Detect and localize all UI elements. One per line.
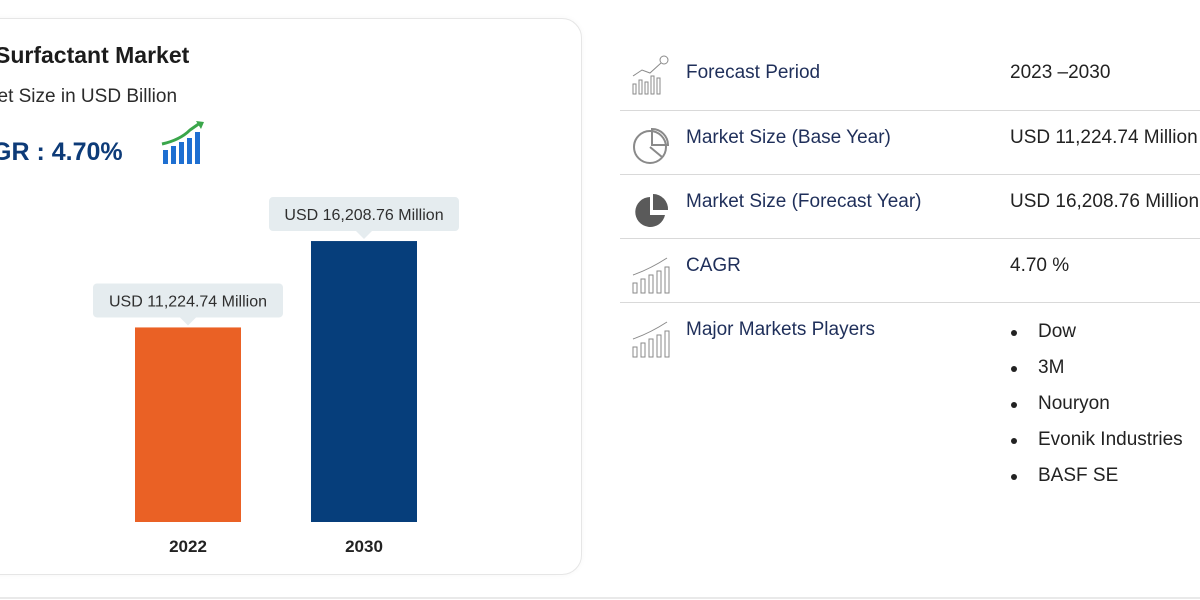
summary-table: Forecast Period 2023 –2030 Market Size (…: [620, 40, 1200, 493]
growth-arrow-icon: [161, 121, 204, 164]
row-label: CAGR: [686, 255, 741, 276]
x-tick-label: 2030: [345, 537, 383, 556]
cagr-value: GR : 4.70%: [0, 138, 123, 166]
table-row-players: Major Markets Players Dow 3M Nouryon Evo…: [620, 303, 1200, 493]
row-value: 2023 –2030: [1010, 62, 1111, 83]
data-label: USD 16,208.76 Million: [284, 207, 443, 224]
pie-chart-filled-icon: [635, 193, 669, 227]
data-label-pointer: [356, 231, 372, 240]
list-item: BASF SE: [1010, 465, 1183, 501]
row-label: Major Markets Players: [686, 319, 875, 340]
row-label: Forecast Period: [686, 62, 821, 83]
row-value: USD 16,208.76 Million: [1010, 191, 1200, 212]
table-row-base-year: Market Size (Base Year) USD 11,224.74 Mi…: [620, 111, 1200, 175]
bar-2022: [135, 327, 241, 522]
list-item: Evonik Industries: [1010, 429, 1183, 465]
data-label-box: [269, 197, 459, 232]
data-label-box: [93, 283, 283, 318]
divider: [0, 597, 1200, 599]
x-tick-label: 2022: [169, 537, 207, 556]
bar-chart-icon: [632, 55, 669, 95]
table-row-forecast-period: Forecast Period 2023 –2030: [620, 40, 1200, 111]
bar-chart: USD 11,224.74 Million 2022 USD 16,208.76 M…: [93, 197, 459, 556]
list-item: Dow: [1010, 321, 1183, 357]
row-value: 4.70 %: [1010, 255, 1070, 276]
chart-title: Surfactant Market: [0, 42, 190, 68]
growth-chart-icon: [632, 257, 670, 294]
list-item: 3M: [1010, 357, 1183, 393]
growth-chart-icon: [632, 321, 670, 358]
table-row-cagr: CAGR 4.70 %: [620, 239, 1200, 303]
data-label-pointer: [180, 317, 196, 326]
chart-subtitle: ket Size in USD Billion: [0, 86, 178, 107]
players-list: Dow 3M Nouryon Evonik Industries BASF SE: [1010, 321, 1183, 501]
row-value: USD 11,224.74 Million: [1010, 127, 1198, 148]
list-item: Nouryon: [1010, 393, 1183, 429]
pie-chart-outline-icon: [633, 127, 670, 164]
data-label: USD 11,224.74 Million: [109, 293, 267, 310]
bar-2030: [311, 241, 417, 522]
table-row-forecast-year: Market Size (Forecast Year) USD 16,208.7…: [620, 175, 1200, 239]
row-label: Market Size (Base Year): [686, 127, 891, 148]
row-label: Market Size (Forecast Year): [686, 191, 922, 212]
